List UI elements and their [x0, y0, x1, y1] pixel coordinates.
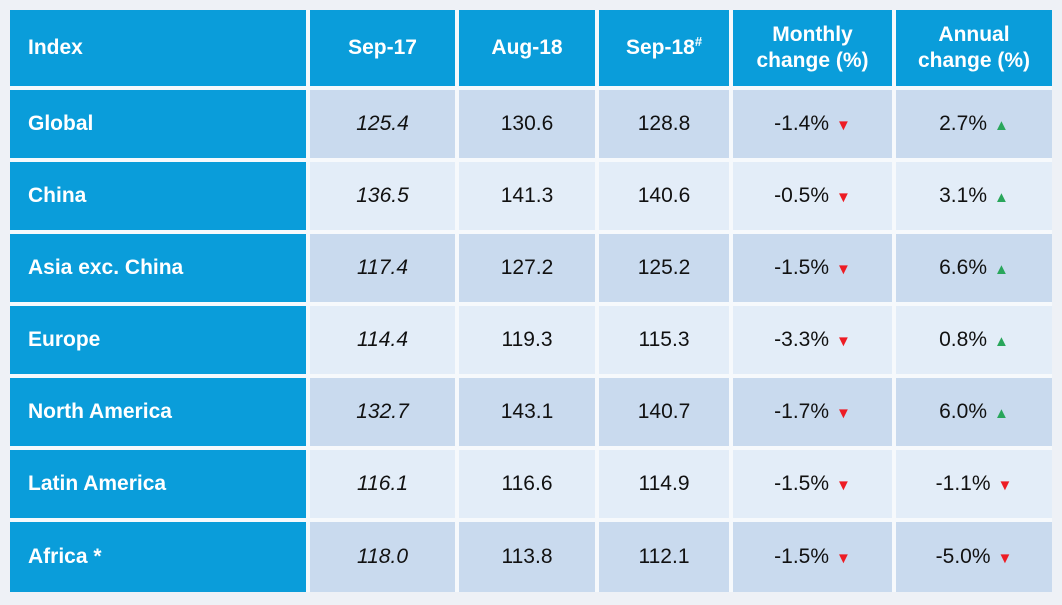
down-triangle-icon: ▼	[836, 261, 851, 278]
table-row: Latin America 116.1 116.6 114.9 -1.5% ▼ -…	[10, 446, 1052, 522]
monthly-change-value: -0.5%	[774, 184, 829, 207]
header-row: Index Sep-17 Aug-18 Sep-18# Monthly chan…	[10, 10, 1052, 90]
monthly-change-value: -1.5%	[774, 545, 829, 568]
sep18-value: 140.6	[595, 158, 733, 234]
header-aug18: Aug-18	[455, 10, 599, 90]
header-monthly-change: Monthly change (%)	[729, 10, 896, 90]
table-row: China 136.5 141.3 140.6 -0.5% ▼ 3.1% ▲	[10, 158, 1052, 234]
table-row: Asia exc. China 117.4 127.2 125.2 -1.5% ▼…	[10, 230, 1052, 306]
monthly-change-cell: -1.4% ▼	[729, 86, 896, 162]
header-sep17: Sep-17	[306, 10, 459, 90]
header-sep18: Sep-18#	[595, 10, 733, 90]
annual-change-cell: 6.6% ▲	[892, 230, 1052, 306]
down-triangle-icon: ▼	[997, 550, 1013, 567]
sep17-value: 136.5	[306, 158, 459, 234]
sep17-value: 116.1	[306, 446, 459, 522]
aug18-value: 130.6	[455, 86, 599, 162]
annual-change-cell: 6.0% ▲	[892, 374, 1052, 450]
up-triangle-icon: ▲	[994, 117, 1009, 134]
index-table: Index Sep-17 Aug-18 Sep-18# Monthly chan…	[10, 10, 1052, 592]
sep17-value: 132.7	[306, 374, 459, 450]
annual-change-cell: 0.8% ▲	[892, 302, 1052, 378]
table-row: Global 125.4 130.6 128.8 -1.4% ▼ 2.7% ▲	[10, 86, 1052, 162]
annual-change-value: 6.0%	[939, 400, 987, 423]
annual-change-value: -5.0%	[935, 545, 991, 568]
aug18-value: 119.3	[455, 302, 599, 378]
sep18-value: 125.2	[595, 230, 733, 306]
sep18-value: 115.3	[595, 302, 733, 378]
monthly-change-cell: -1.5% ▼	[729, 518, 896, 592]
sep18-value: 140.7	[595, 374, 733, 450]
annual-change-value: 3.1%	[939, 184, 987, 207]
header-index: Index	[10, 10, 310, 90]
sep17-value: 125.4	[306, 86, 459, 162]
down-triangle-icon: ▼	[836, 333, 851, 350]
monthly-change-cell: -0.5% ▼	[729, 158, 896, 234]
table-row: Europe 114.4 119.3 115.3 -3.3% ▼ 0.8% ▲	[10, 302, 1052, 378]
annual-change-value: 0.8%	[939, 328, 987, 351]
monthly-change-cell: -3.3% ▼	[729, 302, 896, 378]
table-row: North America 132.7 143.1 140.7 -1.7% ▼ 6…	[10, 374, 1052, 450]
aug18-value: 141.3	[455, 158, 599, 234]
row-index-label: Africa *	[10, 518, 310, 592]
row-index-label: Europe	[10, 302, 310, 378]
aug18-value: 143.1	[455, 374, 599, 450]
monthly-change-cell: -1.7% ▼	[729, 374, 896, 450]
table-row: Africa * 118.0 113.8 112.1 -1.5% ▼ -5.0% ▼	[10, 518, 1052, 592]
sep17-value: 118.0	[306, 518, 459, 592]
down-triangle-icon: ▼	[836, 189, 851, 206]
down-triangle-icon: ▼	[836, 477, 851, 494]
down-triangle-icon: ▼	[997, 477, 1013, 494]
sep17-value: 117.4	[306, 230, 459, 306]
sep17-value: 114.4	[306, 302, 459, 378]
annual-change-cell: -5.0% ▼	[892, 518, 1052, 592]
monthly-change-value: -3.3%	[774, 328, 829, 351]
row-index-label: North America	[10, 374, 310, 450]
sep18-value: 114.9	[595, 446, 733, 522]
row-index-label: Latin America	[10, 446, 310, 522]
down-triangle-icon: ▼	[836, 550, 851, 567]
annual-change-cell: 3.1% ▲	[892, 158, 1052, 234]
annual-change-cell: 2.7% ▲	[892, 86, 1052, 162]
sep18-value: 128.8	[595, 86, 733, 162]
up-triangle-icon: ▲	[994, 405, 1009, 422]
up-triangle-icon: ▲	[994, 261, 1009, 278]
table-header: Index Sep-17 Aug-18 Sep-18# Monthly chan…	[10, 10, 1052, 90]
aug18-value: 113.8	[455, 518, 599, 592]
annual-change-cell: -1.1% ▼	[892, 446, 1052, 522]
row-index-label: Global	[10, 86, 310, 162]
row-index-label: China	[10, 158, 310, 234]
sep18-value: 112.1	[595, 518, 733, 592]
row-index-label: Asia exc. China	[10, 230, 310, 306]
footnote-marker: #	[694, 34, 703, 49]
annual-change-value: -1.1%	[935, 472, 991, 495]
up-triangle-icon: ▲	[994, 189, 1009, 206]
monthly-change-value: -1.4%	[774, 112, 829, 135]
monthly-change-cell: -1.5% ▼	[729, 446, 896, 522]
table-body: Global 125.4 130.6 128.8 -1.4% ▼ 2.7% ▲ Ch…	[10, 86, 1052, 592]
up-triangle-icon: ▲	[994, 333, 1009, 350]
header-sep18-label: Sep-18	[625, 36, 695, 59]
monthly-change-value: -1.7%	[774, 400, 829, 423]
down-triangle-icon: ▼	[836, 117, 851, 134]
monthly-change-value: -1.5%	[774, 472, 829, 495]
aug18-value: 127.2	[455, 230, 599, 306]
annual-change-value: 6.6%	[939, 256, 987, 279]
monthly-change-value: -1.5%	[774, 256, 829, 279]
down-triangle-icon: ▼	[836, 405, 851, 422]
aug18-value: 116.6	[455, 446, 599, 522]
monthly-change-cell: -1.5% ▼	[729, 230, 896, 306]
header-annual-change: Annual change (%)	[892, 10, 1052, 90]
annual-change-value: 2.7%	[939, 112, 987, 135]
